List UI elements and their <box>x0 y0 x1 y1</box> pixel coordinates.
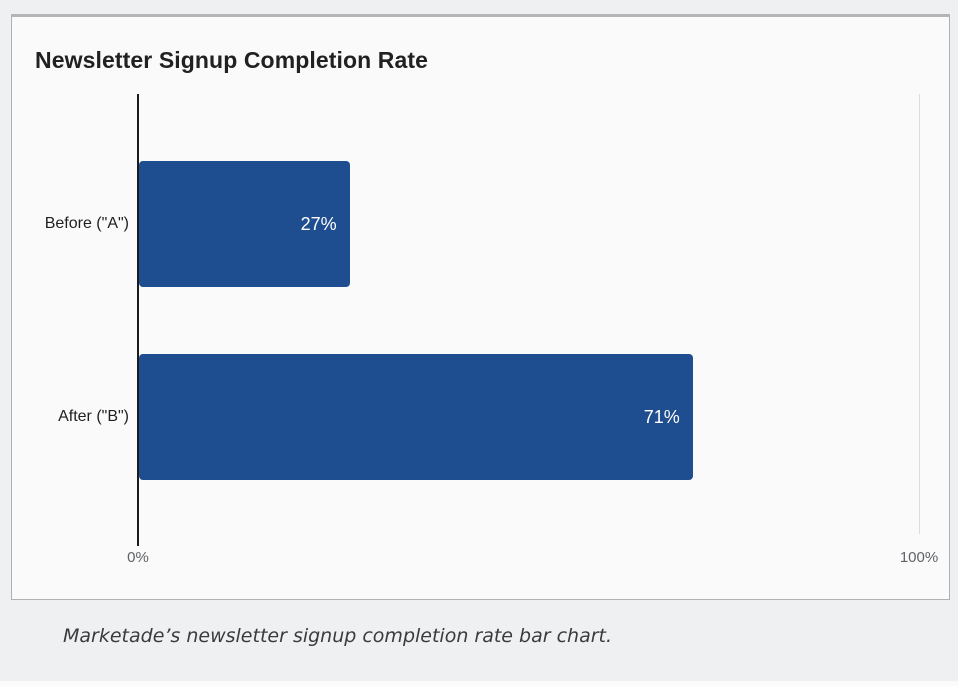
x-tick-label-100: 100% <box>899 549 939 566</box>
category-label-before: Before ("A") <box>44 215 129 232</box>
chart-title: Newsletter Signup Completion Rate <box>35 47 429 73</box>
gridline-100-percent <box>919 94 920 534</box>
bar-before: 27% <box>139 161 350 287</box>
x-tick-label-0: 0% <box>127 549 149 566</box>
bottom-strip <box>0 681 958 686</box>
category-label-after: After ("B") <box>58 408 129 425</box>
bar-value-label-after: 71% <box>643 406 680 427</box>
bar-after: 71% <box>139 354 693 480</box>
chart-card: Newsletter Signup Completion Rate Before… <box>11 14 950 600</box>
y-axis-line <box>137 94 139 546</box>
bar-value-label-before: 27% <box>300 213 337 234</box>
chart-caption: Marketade’s newsletter signup completion… <box>63 625 613 647</box>
